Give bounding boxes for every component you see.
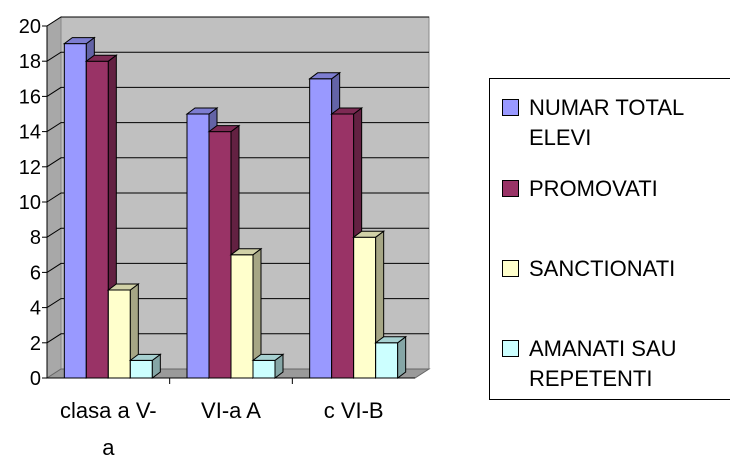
y-tick-label-16: 16 (19, 86, 41, 108)
gridline-14 (46, 122, 429, 133)
bar-promovati-clasa-a-v-a-top (84, 54, 118, 62)
bar-numar-total-elevi-clasa-a-v-a-top (62, 37, 96, 45)
gridline-16 (46, 86, 429, 97)
bar-amanati-sau-repetenti-clasa-a-v-a-top (128, 353, 162, 361)
bar-promovati-clasa-a-v-a (85, 60, 109, 379)
legend-item-amanati-sau-repetenti: AMANATI SAU REPETENTI (502, 334, 729, 394)
legend-label-sanctionati: SANCTIONATI (529, 256, 676, 281)
chart-legend: NUMAR TOTAL ELEVI PROMOVATI SANCTIONATI A… (489, 78, 730, 400)
bar-amanati-sau-repetenti-c-vi-b-top (374, 336, 408, 344)
bar-numar-total-elevi-c-vi-b (309, 78, 333, 379)
bar-sanctionati-c-vi-b (353, 236, 377, 379)
bar-promovati-vi-a-a-top (207, 125, 241, 133)
legend-label-numar-total-elevi: NUMAR TOTAL ELEVI (529, 95, 685, 150)
x-category-label-vi-a-a: VI-a A (201, 398, 261, 423)
bar-sanctionati-vi-a-a (230, 254, 254, 379)
x-category-label-clasa-a-v-a-line-1: clasa a V- (60, 398, 157, 423)
gridline-4 (46, 298, 429, 309)
y-tick-label-14: 14 (19, 122, 41, 144)
legend-swatch-sanctionati (502, 260, 519, 277)
legend-swatch-promovati (502, 180, 519, 197)
gridline-6 (46, 262, 429, 273)
legend-label-promovati: PROMOVATI (529, 176, 658, 201)
legend-label-amanati-sau-repetenti: AMANATI SAU REPETENTI (529, 336, 677, 391)
bar-sanctionati-c-vi-b-top (352, 230, 386, 238)
bar-amanati-sau-repetenti-vi-a-a-top (251, 353, 285, 361)
gridline-18 (46, 51, 429, 62)
bar-promovati-c-vi-b (331, 113, 355, 379)
bar-sanctionati-clasa-a-v-a-top (106, 283, 140, 291)
gridline-20 (46, 16, 429, 27)
y-tick-label-20: 20 (19, 16, 41, 38)
legend-swatch-amanati-sau-repetenti (502, 340, 519, 357)
bar-numar-total-elevi-c-vi-b-top (308, 72, 342, 80)
x-category-label-clasa-a-v-a-line-2: a (102, 435, 115, 459)
y-tick-label-10: 10 (19, 192, 41, 214)
y-tick-label-6: 6 (30, 262, 41, 284)
bar-numar-total-elevi-vi-a-a (186, 113, 210, 379)
bar-amanati-sau-repetenti-c-vi-b (375, 342, 399, 379)
bar-promovati-vi-a-a (208, 131, 232, 379)
legend-item-numar-total-elevi: NUMAR TOTAL ELEVI (502, 93, 729, 153)
bar-amanati-sau-repetenti-c-vi-b-side (397, 335, 407, 379)
legend-item-sanctionati: SANCTIONATI (502, 254, 729, 284)
bar-promovati-c-vi-b-top (330, 107, 364, 115)
y-tick-label-12: 12 (19, 157, 41, 179)
gridline-8 (46, 227, 429, 238)
bar-sanctionati-vi-a-a-top (229, 248, 263, 256)
x-category-label-c-vi-b: c VI-B (324, 398, 384, 423)
y-tick-label-8: 8 (30, 227, 41, 249)
y-tick-label-0: 0 (30, 368, 41, 390)
bar-amanati-sau-repetenti-clasa-a-v-a (129, 359, 153, 379)
gridline-10 (46, 192, 429, 203)
gridline-2 (46, 333, 429, 344)
bar-numar-total-elevi-clasa-a-v-a (63, 43, 87, 379)
gridline-12 (46, 157, 429, 168)
y-tick-label-18: 18 (19, 51, 41, 73)
y-tick-label-2: 2 (30, 333, 41, 355)
legend-item-promovati: PROMOVATI (502, 174, 729, 204)
legend-swatch-numar-total-elevi (502, 99, 519, 116)
bar-numar-total-elevi-vi-a-a-top (185, 107, 219, 115)
bar-amanati-sau-repetenti-vi-a-a (252, 359, 276, 379)
bar-sanctionati-clasa-a-v-a (107, 289, 131, 379)
y-tick-label-4: 4 (30, 298, 41, 320)
